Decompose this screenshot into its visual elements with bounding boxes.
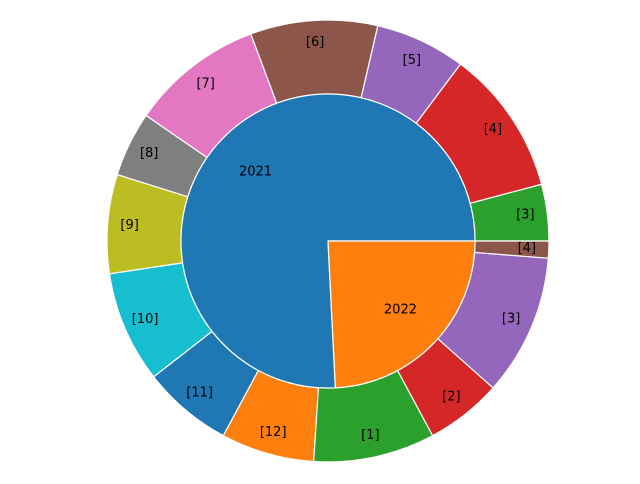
outer-ring-label-5: [8] [140,146,158,161]
outer-ring-label-10: [1] [361,428,379,443]
inner-ring-label-1: 2022 [384,302,417,317]
outer-ring-label-6: [9] [120,218,138,233]
inner-ring-label-0: 2021 [239,165,272,180]
outer-ring-label-12: [3] [502,311,520,326]
outer-ring-label-9: [12] [260,425,287,440]
outer-ring-label-11: [2] [442,390,460,405]
outer-ring-label-3: [6] [306,35,324,50]
inner-ring-wedge-1 [327,240,476,389]
outer-ring-label-0: [3] [516,208,534,223]
outer-ring-label-2: [5] [403,53,421,68]
outer-ring-label-4: [7] [196,77,214,92]
outer-ring-label-1: [4] [484,122,502,137]
outer-ring-label-13: [4] [518,241,536,256]
outer-ring-label-8: [11] [186,386,213,401]
outer-ring-label-7: [10] [132,312,159,327]
